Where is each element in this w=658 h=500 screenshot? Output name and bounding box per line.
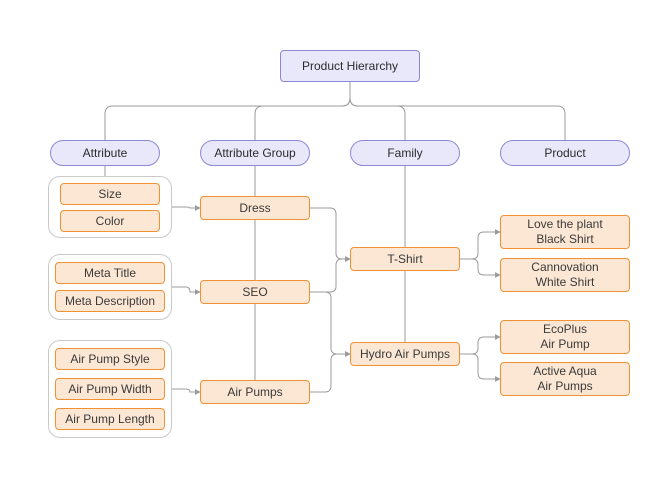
attr-meta-title: Meta Title: [55, 262, 165, 284]
product-cannovation: CannovationWhite Shirt: [500, 258, 630, 292]
root-node: Product Hierarchy: [280, 50, 420, 82]
edge: [460, 259, 500, 275]
edge: [172, 389, 200, 392]
edge: [460, 354, 500, 379]
product-ecoplus: EcoPlusAir Pump: [500, 320, 630, 354]
product-active-aqua: Active AquaAir Pumps: [500, 362, 630, 396]
edge: [350, 82, 405, 140]
edge: [255, 82, 350, 140]
attr-air-pump-length: Air Pump Length: [55, 408, 165, 430]
group-air-pumps: Air Pumps: [200, 380, 310, 404]
attr-meta-description: Meta Description: [55, 290, 165, 312]
group-seo: SEO: [200, 280, 310, 304]
edge: [172, 287, 200, 292]
attr-air-pump-width: Air Pump Width: [55, 378, 165, 400]
family-tshirt: T-Shirt: [350, 247, 460, 271]
group-dress: Dress: [200, 196, 310, 220]
edge: [310, 208, 350, 259]
product-love-the-plant: Love the plantBlack Shirt: [500, 215, 630, 249]
edge: [460, 232, 500, 259]
diagram-canvas: { "canvas": { "width": 658, "height": 50…: [0, 0, 658, 500]
attr-color: Color: [60, 210, 160, 232]
edge: [460, 337, 500, 354]
attr-air-pump-style: Air Pump Style: [55, 348, 165, 370]
edge: [105, 82, 350, 140]
edge: [172, 207, 200, 208]
attr-size: Size: [60, 183, 160, 205]
edge: [310, 259, 350, 292]
edge: [310, 292, 350, 354]
family-header: Family: [350, 140, 460, 166]
attribute-group-header: Attribute Group: [200, 140, 310, 166]
edge: [310, 354, 350, 392]
attribute-header: Attribute: [50, 140, 160, 166]
family-hydro-air-pumps: Hydro Air Pumps: [350, 342, 460, 366]
edge: [350, 82, 565, 140]
product-header: Product: [500, 140, 630, 166]
